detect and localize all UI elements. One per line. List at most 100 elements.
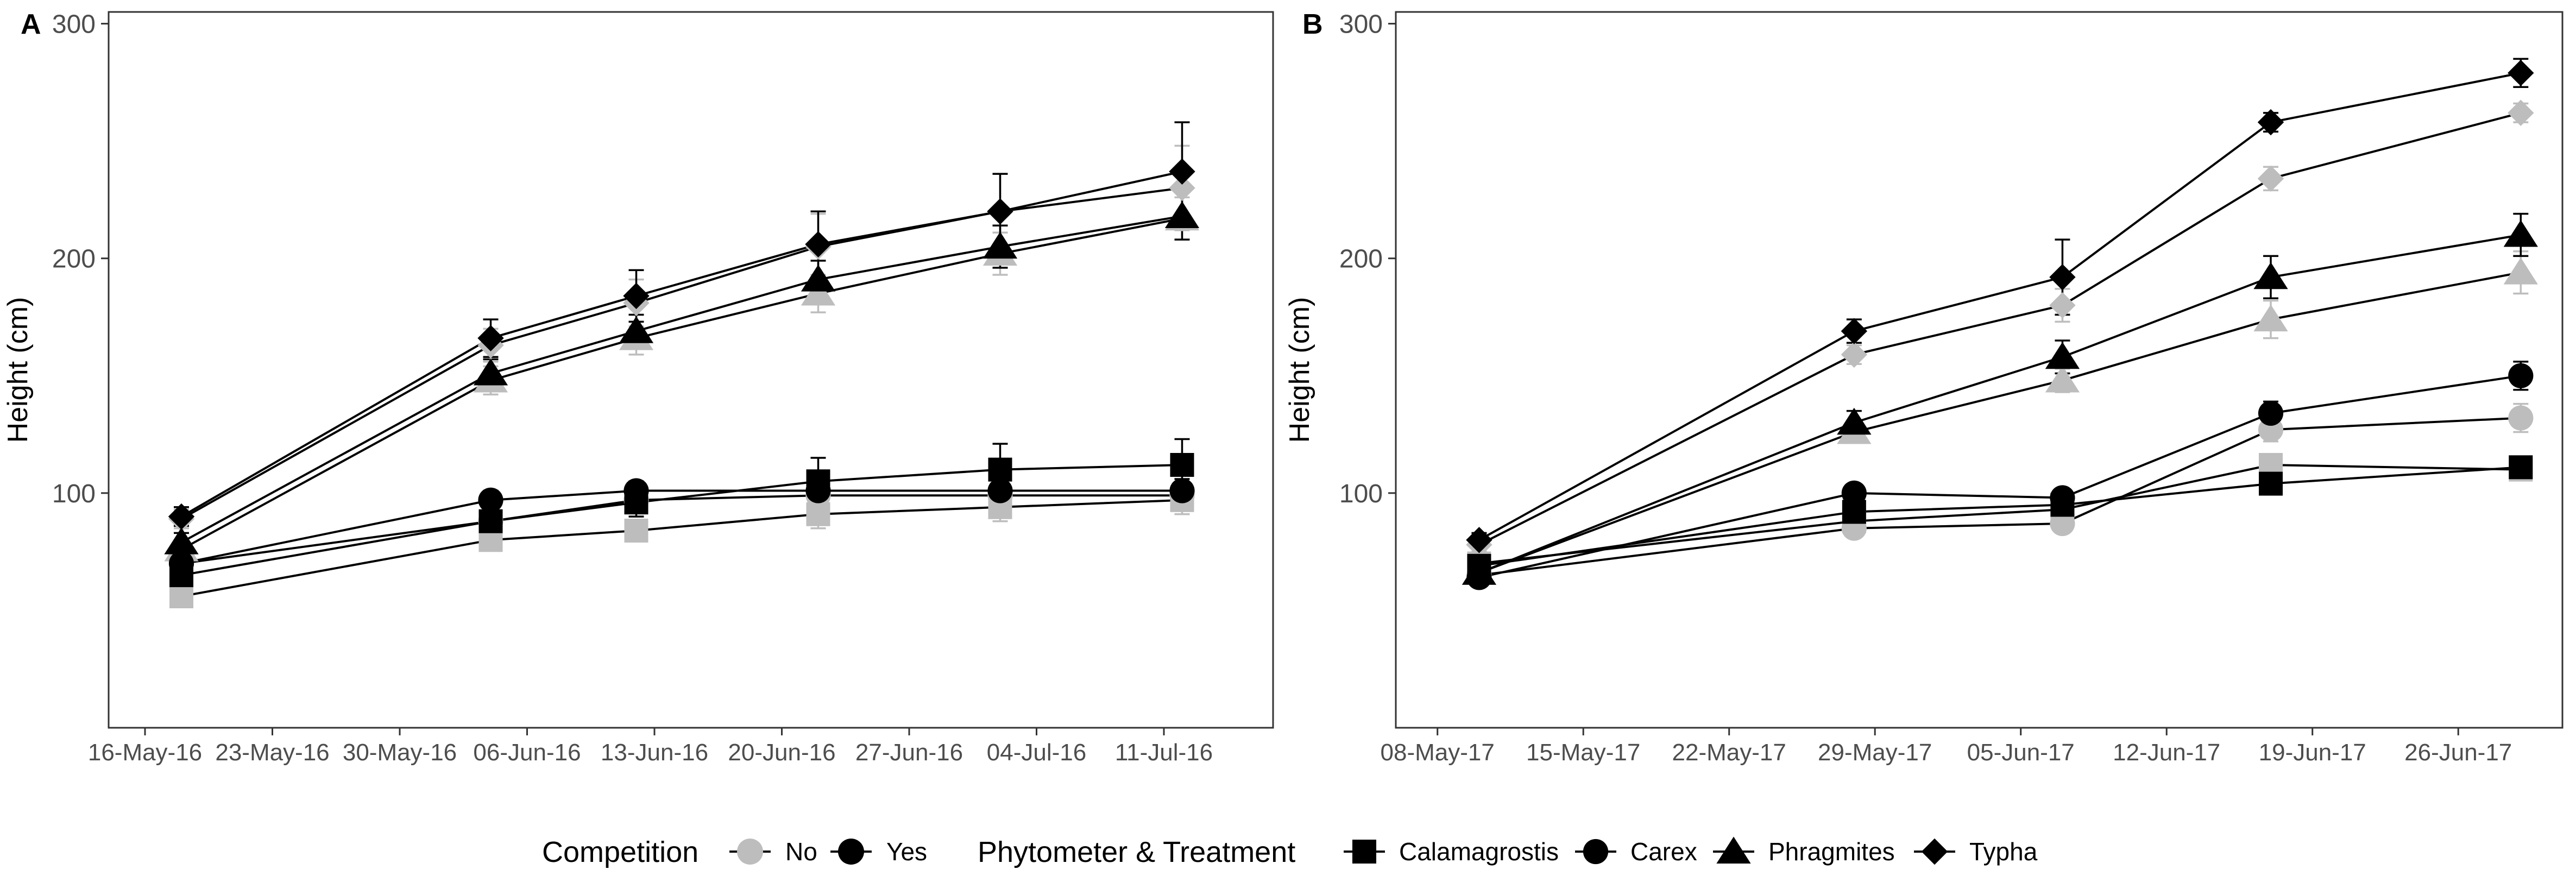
data-point-typha-yes: [477, 325, 504, 351]
data-point-calamagrostis-yes: [2259, 471, 2283, 496]
x-tick-label: 13-Jun-16: [601, 739, 708, 766]
data-point-typha-no: [2257, 165, 2284, 192]
x-tick-label: 15-May-17: [1526, 739, 1640, 766]
data-point-carex-yes: [2508, 363, 2534, 388]
panel-b: B Height (cm) 100 200 300 08-May-17 15-May-17 2…: [1284, 9, 2564, 766]
plot-frame: [1395, 11, 2564, 729]
data-point-calamagrostis-yes: [478, 509, 503, 533]
legend-phytometer-title: Phytometer & Treatment: [978, 836, 1295, 868]
y-tick-label: 100: [1339, 480, 1383, 508]
x-tick-label: 19-Jun-17: [2259, 739, 2366, 766]
data-point-carex-yes: [623, 478, 649, 503]
data-point-carex-yes: [987, 478, 1013, 503]
series-line-carex-no: [181, 494, 1182, 565]
legend-phytometer-label: Phragmites: [1768, 837, 1895, 866]
series-line-phragmites-no: [181, 217, 1182, 551]
panel-label: B: [1302, 9, 1323, 40]
data-point-typha-yes: [2508, 60, 2534, 86]
data-point-phragmites-yes: [1164, 201, 1200, 228]
data-point-typha-no: [2049, 292, 2076, 319]
data-point-phragmites-yes: [619, 316, 654, 343]
legend-phytometer-marker: [1583, 839, 1609, 865]
data-point-typha-yes: [805, 231, 832, 258]
data-point-calamagrostis-yes: [1170, 453, 1194, 477]
data-point-calamagrostis-no: [624, 519, 648, 543]
data-point-typha-no: [1169, 174, 1195, 201]
x-tick-label: 30-May-16: [343, 739, 457, 766]
legend-phytometer-label: Typha: [1969, 837, 2038, 866]
legend-phytometer-marker: [1352, 840, 1376, 864]
x-tick-label: 05-Jun-17: [1967, 739, 2075, 766]
x-tick-label: 04-Jul-16: [987, 739, 1086, 766]
panel-a: A Height (cm) 100 200 300 16-May-16 23-May-16 3…: [2, 9, 1274, 766]
legend: Competition No Yes Phytometer & Treatment Ca…: [542, 836, 2038, 868]
series-line-calamagrostis-yes: [181, 464, 1182, 577]
x-tick-label: 16-May-16: [88, 739, 202, 766]
x-tick-label: 08-May-17: [1381, 739, 1495, 766]
data-point-phragmites-no: [801, 279, 836, 306]
data-point-phragmites-yes: [1462, 558, 1497, 585]
data-point-typha-yes: [987, 198, 1013, 225]
data-point-carex-no: [2508, 405, 2534, 431]
legend-phytometer-marker: [1716, 836, 1751, 864]
data-point-carex-yes: [1169, 478, 1195, 503]
legend-phytometer-marker: [1921, 838, 1948, 865]
legend-competition-label: Yes: [886, 837, 927, 866]
legend-competition-title: Competition: [542, 836, 698, 868]
series-line-typha-yes: [181, 170, 1182, 518]
y-tick-label: 200: [52, 245, 96, 274]
data-point-phragmites-no: [2045, 365, 2080, 393]
legend-competition-marker: [838, 839, 864, 865]
data-point-carex-yes: [2258, 400, 2284, 426]
data-point-typha-yes: [2049, 264, 2076, 291]
x-tick-label: 06-Jun-16: [473, 739, 581, 766]
data-point-phragmites-yes: [801, 264, 836, 292]
x-tick-label: 26-Jun-17: [2404, 739, 2512, 766]
x-tick-label: 22-May-17: [1672, 739, 1786, 766]
data-point-carex-yes: [805, 478, 831, 503]
panel-label: A: [21, 9, 41, 40]
data-point-phragmites-yes: [164, 527, 199, 555]
data-point-calamagrostis-no: [169, 584, 193, 609]
y-axis-label: Height (cm): [2, 297, 34, 443]
series-line-typha-no: [181, 187, 1182, 520]
data-point-carex-yes: [1841, 480, 1867, 506]
y-tick-label: 300: [1339, 10, 1383, 39]
x-tick-label: 12-Jun-17: [2113, 739, 2220, 766]
data-point-phragmites-no: [2503, 257, 2538, 285]
y-tick-label: 200: [1339, 245, 1383, 274]
data-point-phragmites-yes: [982, 231, 1018, 259]
data-point-phragmites-yes: [2253, 262, 2288, 289]
x-tick-label: 27-Jun-16: [855, 739, 963, 766]
y-axis-label: Height (cm): [1284, 297, 1315, 443]
series-line-calamagrostis-no: [181, 499, 1182, 597]
series-line-carex-yes: [181, 489, 1182, 565]
data-point-typha-no: [2508, 99, 2534, 127]
data-point-carex-yes: [2050, 485, 2075, 511]
data-point-typha-yes: [1466, 527, 1492, 553]
data-point-phragmites-no: [2253, 304, 2288, 332]
data-point-calamagrostis-yes: [2509, 455, 2533, 480]
data-point-typha-no: [1841, 341, 1868, 368]
data-point-phragmites-yes: [2045, 342, 2080, 369]
data-point-phragmites-yes: [1837, 407, 1872, 435]
legend-competition-marker: [737, 839, 763, 865]
legend-competition-label: No: [785, 837, 817, 866]
data-point-carex-yes: [168, 551, 194, 576]
x-tick-label: 20-Jun-16: [728, 739, 835, 766]
x-tick-label: 23-May-16: [215, 739, 329, 766]
data-point-typha-yes: [623, 282, 650, 310]
data-point-typha-yes: [1169, 158, 1195, 185]
legend-phytometer-label: Carex: [1630, 837, 1697, 866]
x-tick-label: 11-Jul-16: [1115, 739, 1213, 766]
data-point-typha-yes: [1841, 318, 1868, 344]
plot-frame: [108, 11, 1274, 729]
y-tick-label: 300: [52, 10, 96, 39]
series-line-phragmites-yes: [181, 215, 1182, 544]
data-point-carex-yes: [478, 487, 503, 513]
y-tick-label: 100: [52, 480, 96, 508]
x-tick-label: 29-May-17: [1818, 739, 1932, 766]
data-point-phragmites-yes: [473, 358, 508, 386]
